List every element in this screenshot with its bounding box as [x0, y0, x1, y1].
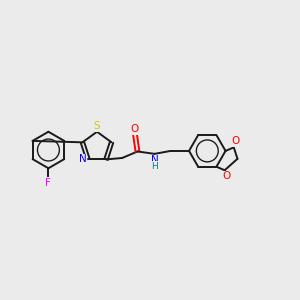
Text: S: S — [93, 122, 100, 131]
Text: N: N — [79, 154, 87, 164]
Text: F: F — [46, 178, 51, 188]
Text: O: O — [130, 124, 139, 134]
Text: N: N — [151, 155, 158, 165]
Text: O: O — [231, 136, 239, 146]
Text: H: H — [151, 162, 158, 171]
Text: O: O — [222, 171, 230, 181]
